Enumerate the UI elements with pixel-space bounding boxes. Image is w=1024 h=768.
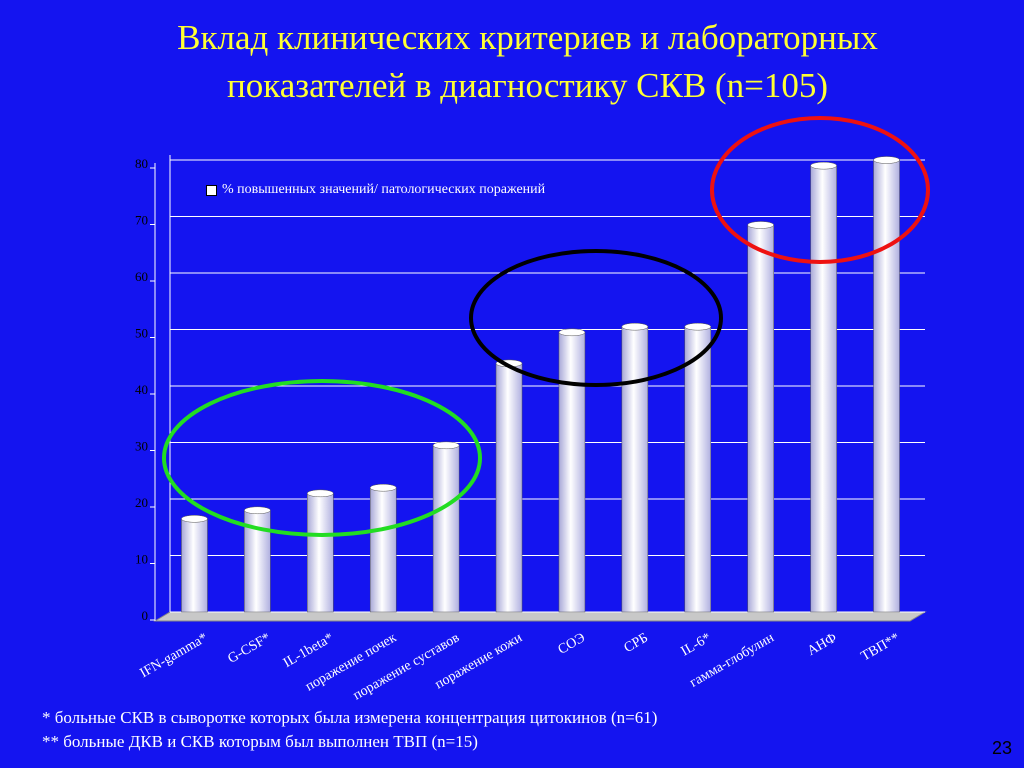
x-tick-label: поражение суставов <box>351 630 463 703</box>
bar-cap <box>181 515 208 523</box>
bar-cap <box>747 221 774 229</box>
bar-cap <box>810 161 837 170</box>
y-tick-label: 20 <box>135 495 148 510</box>
bar <box>495 363 523 613</box>
x-tick-label: СОЭ <box>556 630 588 657</box>
footnote: ** больные ДКВ и СКВ которым был выполне… <box>42 732 478 751</box>
y-tick-label: 0 <box>142 608 149 623</box>
bar <box>621 326 649 613</box>
x-tick-label: ТВП** <box>859 630 903 664</box>
x-tick-label: СРБ <box>622 630 651 656</box>
x-tick-label: АНФ <box>805 630 840 659</box>
footnote: * больные СКВ в сыворотке которых была и… <box>42 708 658 727</box>
x-tick-label: G-CSF* <box>225 630 273 666</box>
y-tick-label: 40 <box>135 382 148 397</box>
x-tick-label: IFN-gamma* <box>138 630 211 681</box>
legend-label: % повышенных значений/ патологических по… <box>222 182 546 197</box>
bar <box>307 493 334 613</box>
bar <box>432 445 460 613</box>
bar-cap <box>307 489 334 498</box>
y-tick-label: 30 <box>135 439 148 454</box>
bar <box>369 487 397 613</box>
bar <box>684 326 712 613</box>
bar-cap <box>432 441 460 450</box>
bar-cap <box>244 506 271 515</box>
highlight-ellipse <box>162 379 482 537</box>
chart-title: Вклад клинических критериев и лабораторн… <box>177 18 878 105</box>
bar <box>558 332 586 613</box>
legend-swatch <box>206 185 217 196</box>
bar <box>181 518 208 613</box>
y-tick-label: 80 <box>135 156 148 171</box>
bar-cap <box>558 328 586 337</box>
legend: % повышенных значений/ патологических по… <box>206 181 552 199</box>
x-tick-label: IL-6* <box>679 630 714 659</box>
y-tick-label: 70 <box>135 213 148 228</box>
page-number: 23 <box>991 738 1012 758</box>
highlight-ellipse <box>469 249 723 387</box>
bar-cap <box>369 483 397 492</box>
y-tick-label: 50 <box>135 326 148 341</box>
y-tick-label: 10 <box>135 552 148 567</box>
bar <box>747 224 774 613</box>
x-tick-label: IL-1beta* <box>281 630 336 671</box>
bar-cap <box>684 322 712 331</box>
floor <box>153 611 927 622</box>
y-tick-label: 60 <box>135 269 148 284</box>
highlight-ellipse <box>710 116 930 264</box>
bar <box>810 165 837 613</box>
bar-cap <box>621 322 649 331</box>
bar <box>873 159 900 613</box>
bar-cap <box>873 156 900 164</box>
